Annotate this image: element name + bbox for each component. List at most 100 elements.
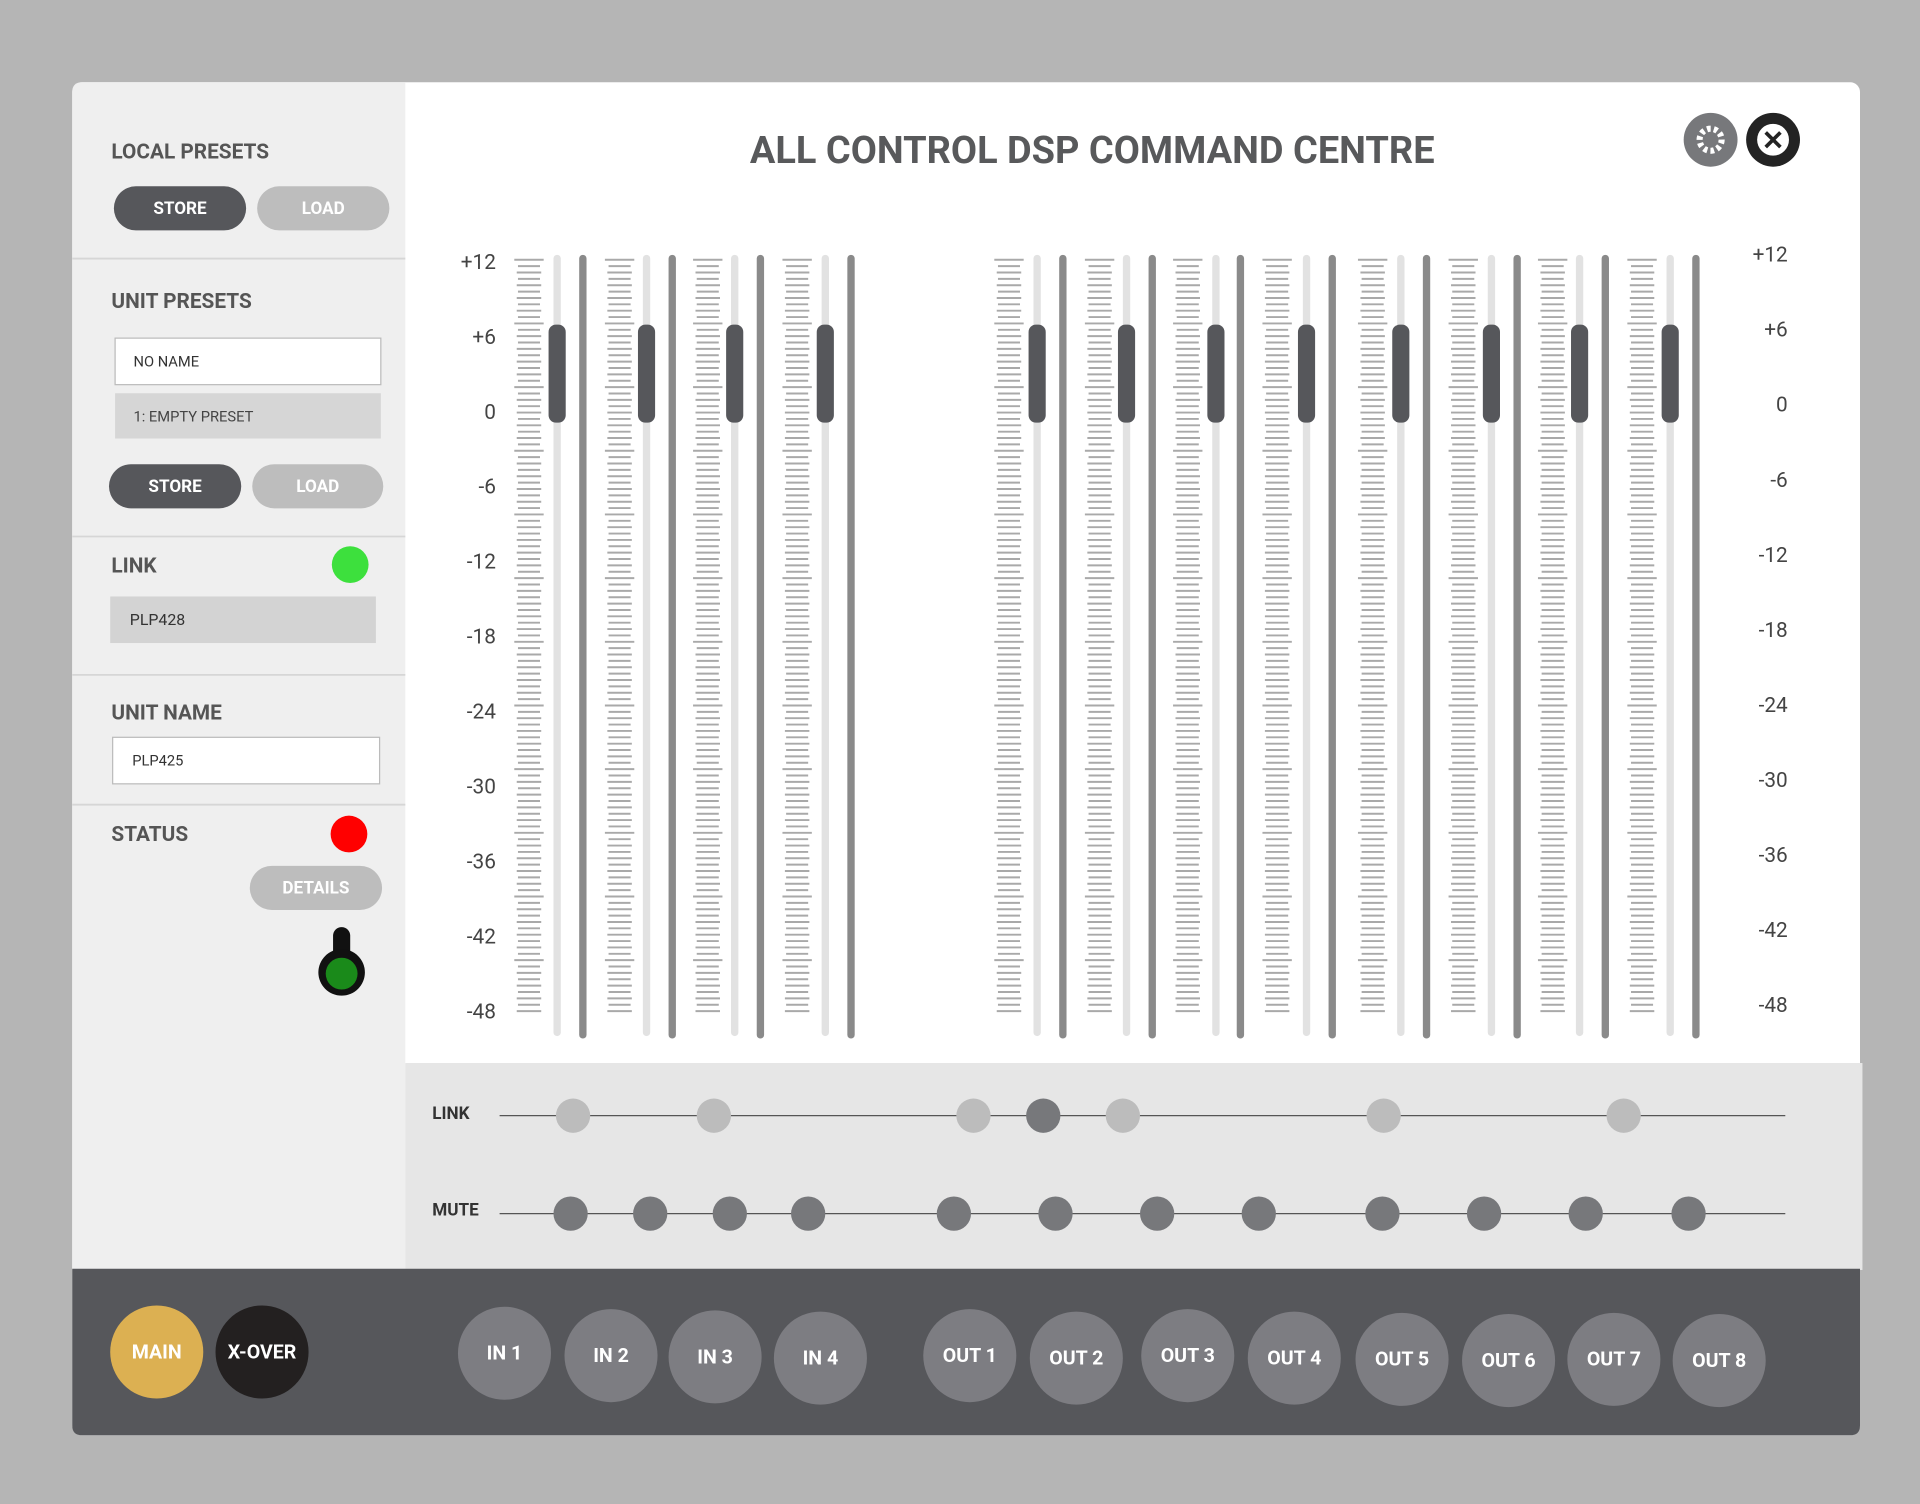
- meter-bar: [1513, 254, 1521, 1039]
- device-field[interactable]: [110, 596, 376, 644]
- mode-button[interactable]: [215, 1305, 309, 1399]
- mute-toggle[interactable]: [1038, 1196, 1073, 1231]
- output-button[interactable]: [1141, 1309, 1235, 1403]
- button[interactable]: [108, 464, 242, 509]
- fader-thumb[interactable]: [1297, 324, 1316, 423]
- scale-label: -18: [1759, 619, 1788, 643]
- output-button[interactable]: [1029, 1311, 1123, 1405]
- button-label: LOAD: [302, 199, 345, 219]
- text-field[interactable]: [112, 736, 381, 785]
- fader-thumb[interactable]: [548, 324, 566, 423]
- fader-thumb[interactable]: [1661, 324, 1679, 423]
- meter-bar: [1059, 254, 1067, 1039]
- meter-bar: [1328, 254, 1336, 1039]
- fader-track: [1302, 254, 1311, 1037]
- mute-toggle[interactable]: [1241, 1196, 1276, 1231]
- button[interactable]: [252, 464, 384, 509]
- scale-label: -24: [1759, 694, 1788, 718]
- meter-ticks: [1262, 258, 1292, 1013]
- link-toggle[interactable]: [1366, 1098, 1401, 1133]
- output-button-label: OUT 6: [1482, 1349, 1536, 1372]
- input-button[interactable]: [564, 1309, 658, 1403]
- fader-track: [553, 254, 561, 1037]
- input-button[interactable]: [668, 1310, 762, 1404]
- fader-track: [1212, 254, 1220, 1037]
- link-toggle[interactable]: [1026, 1098, 1061, 1133]
- fader-thumb[interactable]: [637, 324, 656, 423]
- meter-ticks: [1357, 258, 1388, 1013]
- mute-toggle[interactable]: [1568, 1196, 1603, 1231]
- button-label: STORE: [153, 199, 207, 219]
- meter-bar: [847, 254, 855, 1039]
- fader-thumb[interactable]: [1117, 324, 1136, 423]
- output-button[interactable]: [1567, 1312, 1661, 1406]
- button-label: STORE: [148, 477, 202, 497]
- output-button[interactable]: [1355, 1312, 1449, 1406]
- button[interactable]: [249, 865, 383, 910]
- mute-toggle[interactable]: [791, 1196, 826, 1231]
- preset-item[interactable]: [115, 393, 381, 439]
- meter-bar: [1692, 254, 1700, 1039]
- scale-label: -36: [467, 850, 496, 874]
- output-button-label: OUT 8: [1692, 1349, 1746, 1372]
- fader-thumb[interactable]: [1207, 324, 1225, 423]
- mute-toggle[interactable]: [1671, 1196, 1706, 1231]
- mute-toggle[interactable]: [712, 1196, 747, 1231]
- fader-thumb[interactable]: [1571, 324, 1589, 423]
- input-button[interactable]: [773, 1311, 867, 1405]
- text-field[interactable]: [114, 337, 382, 386]
- output-button[interactable]: [1462, 1314, 1556, 1408]
- input-button[interactable]: [457, 1306, 552, 1400]
- output-button-label: OUT 2: [1049, 1347, 1103, 1370]
- mute-toggle[interactable]: [553, 1196, 588, 1231]
- link-toggle[interactable]: [1606, 1098, 1641, 1133]
- meter-ticks: [994, 258, 1024, 1013]
- scale-label: -30: [1759, 769, 1788, 793]
- mute-toggle[interactable]: [633, 1196, 668, 1231]
- scale-label: -30: [467, 776, 496, 800]
- scale-label: +6: [472, 326, 495, 350]
- row-label: MUTE: [432, 1201, 479, 1221]
- fader-track: [1033, 254, 1041, 1037]
- settings-button[interactable]: [1683, 112, 1738, 167]
- fader-thumb[interactable]: [1028, 324, 1046, 423]
- input-button-label: IN 1: [487, 1342, 523, 1365]
- output-button[interactable]: [1247, 1311, 1341, 1405]
- fader-track: [731, 254, 739, 1037]
- title: ALL CONTROL DSP COMMAND CENTRE: [750, 129, 1435, 173]
- mute-toggle[interactable]: [1365, 1196, 1400, 1231]
- link-toggle[interactable]: [555, 1098, 591, 1133]
- scale-label: -36: [1759, 844, 1788, 868]
- mute-toggle[interactable]: [1466, 1196, 1502, 1231]
- output-button-label: OUT 4: [1267, 1347, 1321, 1370]
- mute-toggle[interactable]: [936, 1196, 972, 1231]
- scale-label: +12: [461, 251, 496, 275]
- fader-thumb[interactable]: [816, 324, 834, 423]
- heading: STATUS: [111, 823, 188, 847]
- fader-track: [1397, 254, 1405, 1037]
- mode-button[interactable]: [110, 1305, 204, 1399]
- meter-ticks: [693, 258, 723, 1013]
- channel-controls: [405, 1063, 1863, 1270]
- meter-bar: [1422, 254, 1431, 1039]
- mode-button-label: MAIN: [132, 1340, 182, 1363]
- link-toggle[interactable]: [956, 1098, 991, 1133]
- output-button-label: OUT 7: [1587, 1348, 1641, 1371]
- scale-label: -12: [1759, 544, 1788, 568]
- button[interactable]: [113, 186, 247, 231]
- fader-thumb[interactable]: [1482, 324, 1500, 423]
- fader-thumb[interactable]: [1392, 324, 1410, 423]
- row-label: LINK: [432, 1104, 469, 1124]
- mute-toggle[interactable]: [1140, 1196, 1175, 1231]
- fader-track: [642, 254, 651, 1037]
- meter-bar: [1236, 254, 1245, 1039]
- output-button[interactable]: [1672, 1314, 1766, 1408]
- fader-thumb[interactable]: [726, 324, 744, 423]
- link-toggle[interactable]: [1105, 1098, 1140, 1133]
- fader-track: [1666, 254, 1674, 1037]
- output-button[interactable]: [923, 1309, 1017, 1403]
- link-toggle[interactable]: [696, 1098, 732, 1133]
- link-indicator: [331, 546, 369, 584]
- meter-bar: [1601, 254, 1609, 1039]
- button[interactable]: [257, 186, 390, 231]
